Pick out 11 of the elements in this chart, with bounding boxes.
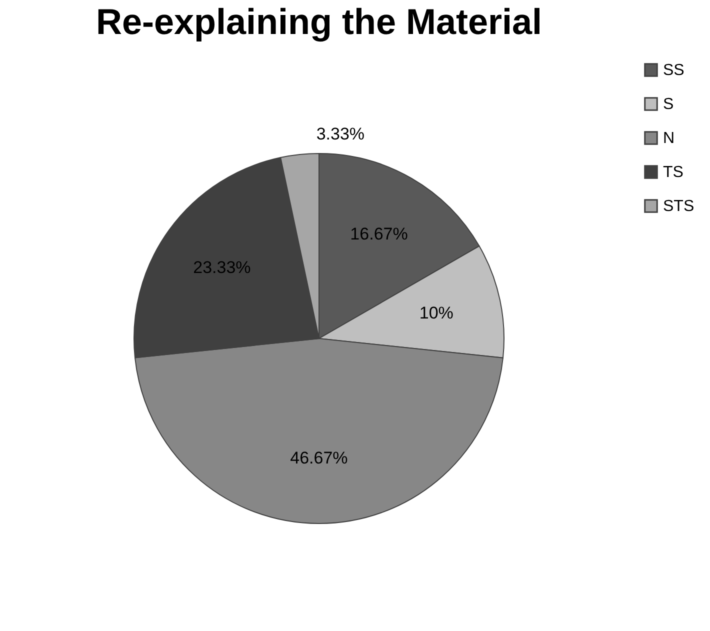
legend-label: STS <box>663 198 694 215</box>
data-label: 46.67% <box>290 448 348 468</box>
legend-label: S <box>663 96 674 113</box>
legend-label: SS <box>663 62 684 79</box>
data-label: 3.33% <box>316 124 365 144</box>
chart-title: Re-explaining the Material <box>96 1 542 42</box>
data-label: 23.33% <box>193 258 251 277</box>
legend-label: TS <box>663 164 684 181</box>
data-label: 16.67% <box>350 224 408 244</box>
data-label: 10% <box>419 304 454 323</box>
legend-label: N <box>663 130 675 147</box>
